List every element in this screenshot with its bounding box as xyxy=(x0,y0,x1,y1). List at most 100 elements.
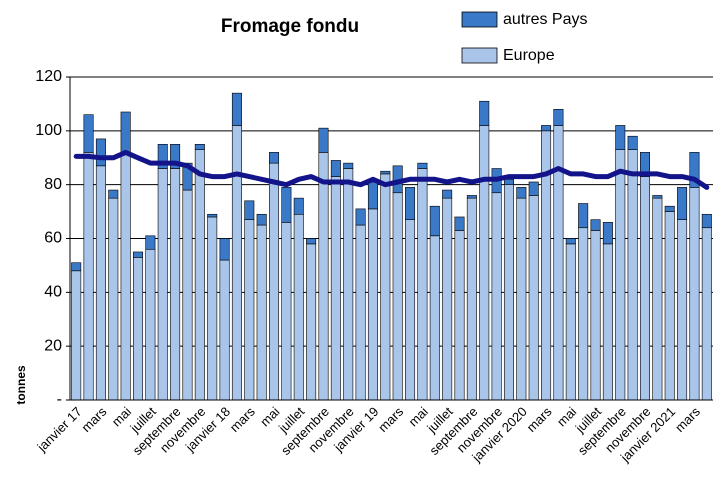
bar xyxy=(145,248,156,401)
bar xyxy=(578,203,589,229)
bar xyxy=(677,187,688,220)
bar xyxy=(479,100,490,126)
bar xyxy=(602,222,613,245)
bar xyxy=(516,187,527,199)
x-tick-label: mars xyxy=(524,404,555,435)
bar xyxy=(528,195,539,401)
bar xyxy=(71,270,82,401)
x-tick-label: janvier 17 xyxy=(34,404,85,455)
bar xyxy=(565,238,576,245)
bar xyxy=(194,143,205,150)
bar xyxy=(343,162,354,169)
bar xyxy=(454,230,465,401)
legend-label: autres Pays xyxy=(503,11,587,28)
bar xyxy=(330,160,341,177)
y-tick-label: 80 xyxy=(44,176,62,193)
bar xyxy=(194,149,205,401)
bar xyxy=(652,197,663,401)
bar xyxy=(133,257,144,401)
bar xyxy=(627,135,638,150)
bar xyxy=(120,152,131,401)
legend-label: Europe xyxy=(503,47,555,64)
bar xyxy=(689,152,700,188)
y-axis-label: tonnes xyxy=(14,365,28,405)
bar xyxy=(615,149,626,401)
y-tick-label: 100 xyxy=(35,122,62,139)
bar xyxy=(701,213,712,229)
bar xyxy=(293,213,304,401)
bar xyxy=(219,259,230,401)
y-tick-label: 60 xyxy=(44,230,62,247)
y-tick-label: 120 xyxy=(35,68,62,85)
bar xyxy=(355,224,366,401)
bar xyxy=(120,111,131,153)
bar xyxy=(157,168,168,401)
bar xyxy=(701,227,712,401)
bar xyxy=(108,189,119,199)
bar xyxy=(466,197,477,401)
bar xyxy=(392,192,403,401)
x-tick-label: mars xyxy=(672,404,703,435)
bar xyxy=(689,187,700,401)
bar xyxy=(355,208,366,226)
bar xyxy=(405,219,416,401)
bar xyxy=(269,152,280,164)
bar xyxy=(466,195,477,199)
bar xyxy=(318,127,329,153)
bar xyxy=(145,235,156,250)
bar xyxy=(108,197,119,401)
bar xyxy=(664,205,675,212)
bar xyxy=(417,162,428,169)
bar xyxy=(318,152,329,401)
bar xyxy=(380,173,391,401)
bar xyxy=(95,138,106,167)
bar xyxy=(590,230,601,401)
bar xyxy=(281,187,292,223)
bar xyxy=(343,168,354,401)
x-tick-label: mars xyxy=(375,404,406,435)
bar xyxy=(269,162,280,401)
bar xyxy=(503,178,514,185)
bar xyxy=(417,168,428,401)
bar xyxy=(553,109,564,126)
x-tick-label: mars xyxy=(227,404,258,435)
bar xyxy=(244,219,255,401)
bar xyxy=(677,219,688,401)
bar xyxy=(664,211,675,401)
bar xyxy=(367,181,378,210)
bar xyxy=(541,125,552,132)
y-tick-label: 20 xyxy=(44,337,62,354)
bar xyxy=(330,176,341,401)
legend-swatch xyxy=(461,47,498,64)
bar xyxy=(256,213,267,226)
bar xyxy=(491,192,502,401)
bar xyxy=(442,197,453,401)
bar xyxy=(207,213,218,218)
bar xyxy=(293,197,304,215)
line xyxy=(73,149,710,190)
bar xyxy=(652,195,663,199)
bar xyxy=(503,184,514,401)
bar xyxy=(83,152,94,401)
bar xyxy=(528,181,539,196)
bar xyxy=(231,92,242,126)
bar xyxy=(306,238,317,245)
bar xyxy=(590,219,601,231)
bar xyxy=(627,149,638,401)
bar xyxy=(170,143,181,169)
bar xyxy=(256,224,267,401)
bar xyxy=(182,162,193,191)
bar xyxy=(479,125,490,401)
bar xyxy=(454,216,465,231)
y-tick-label: 40 xyxy=(44,284,62,301)
bar xyxy=(516,197,527,401)
bar xyxy=(615,125,626,150)
bar xyxy=(442,189,453,199)
chart-title: Fromage fondu xyxy=(221,16,359,37)
bar xyxy=(306,243,317,401)
bar xyxy=(380,170,391,175)
bar xyxy=(565,243,576,401)
bar xyxy=(207,216,218,401)
legend-swatch xyxy=(461,11,498,28)
